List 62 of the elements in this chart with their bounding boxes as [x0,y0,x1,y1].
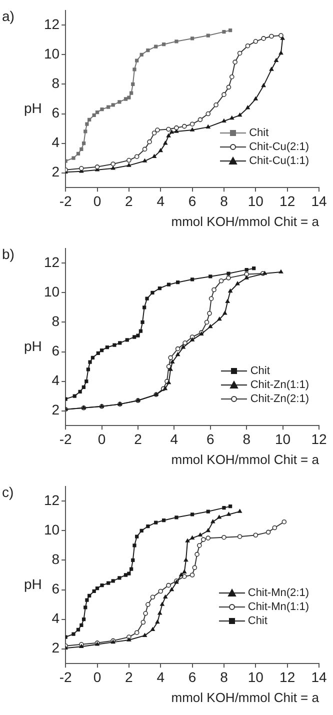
legend-label: Chit-Mn(2:1) [248,586,309,600]
x-tick-label: 2 [134,430,142,447]
y-tick-label: 10 [44,522,60,538]
x-tick-label: 0 [93,668,102,685]
legend-label: Chit-Zn(2:1) [250,392,309,406]
x-tick-label: 4 [156,668,165,685]
chart-title: a) [2,8,14,24]
y-tick-label: 8 [52,75,60,92]
x-tick-label: 8 [220,668,228,685]
y-tick-label: 8 [52,313,60,330]
y-tick-label: 2 [52,164,60,180]
x-tick-label: -2 [59,192,72,209]
chart-title: c) [2,484,14,500]
y-tick-label: 8 [52,551,60,568]
y-tick-label: 12 [44,492,60,508]
y-tick-label: 4 [52,372,60,388]
y-axis-title: pH [24,338,42,354]
x-axis-title: mmol KOH/mmol Chit = a [171,690,320,705]
x-tick-label: 2 [125,668,134,685]
y-tick-label: 12 [44,254,60,270]
x-tick-label: 12 [280,668,296,685]
x-tick-label: 10 [248,192,264,209]
x-tick-label: 6 [206,430,214,447]
y-tick-label: 10 [44,46,60,62]
x-tick-label: 0 [98,430,106,447]
y-tick-label: 2 [52,402,60,418]
x-tick-label: 6 [188,668,196,685]
x-tick-label: 8 [242,430,251,447]
chart-title: b) [2,246,14,262]
x-tick-label: 6 [188,192,196,209]
x-tick-label: -2 [59,430,72,447]
x-axis-title: mmol KOH/mmol Chit = a [171,214,320,229]
x-tick-label: 8 [220,192,228,209]
legend-label: Chit-Cu(2:1) [249,140,309,154]
legend-label: Chit [249,126,269,140]
legend-label: Chit-Mn(1:1) [248,600,309,614]
x-tick-label: 10 [248,668,264,685]
x-tick-label: 4 [156,192,165,209]
x-tick-label: 0 [93,192,102,209]
y-tick-label: 6 [52,104,60,121]
x-tick-label: -2 [59,668,72,685]
y-tick-label: 6 [52,342,60,359]
legend-label: Chit-Cu(1:1) [249,154,309,168]
x-tick-label: 4 [170,430,178,447]
y-tick-label: 4 [52,610,60,626]
y-tick-label: 12 [44,16,60,32]
x-tick-label: 12 [311,430,327,447]
x-tick-label: 12 [280,192,296,209]
y-tick-label: 2 [52,640,60,656]
x-tick-label: 2 [125,192,134,209]
y-tick-label: 10 [44,284,60,300]
y-tick-label: 6 [52,580,60,597]
legend-label: Chit [248,614,268,628]
legend-label: Chit-Zn(1:1) [250,378,309,392]
y-tick-label: 4 [52,134,60,150]
x-tick-label: 14 [311,192,327,209]
legend-label: Chit [250,364,270,378]
x-tick-label: 14 [311,668,327,685]
x-tick-label: 10 [275,430,291,447]
x-axis-title: mmol KOH/mmol Chit = a [171,452,320,467]
y-axis-title: pH [24,576,42,592]
y-axis-title: pH [24,100,42,116]
